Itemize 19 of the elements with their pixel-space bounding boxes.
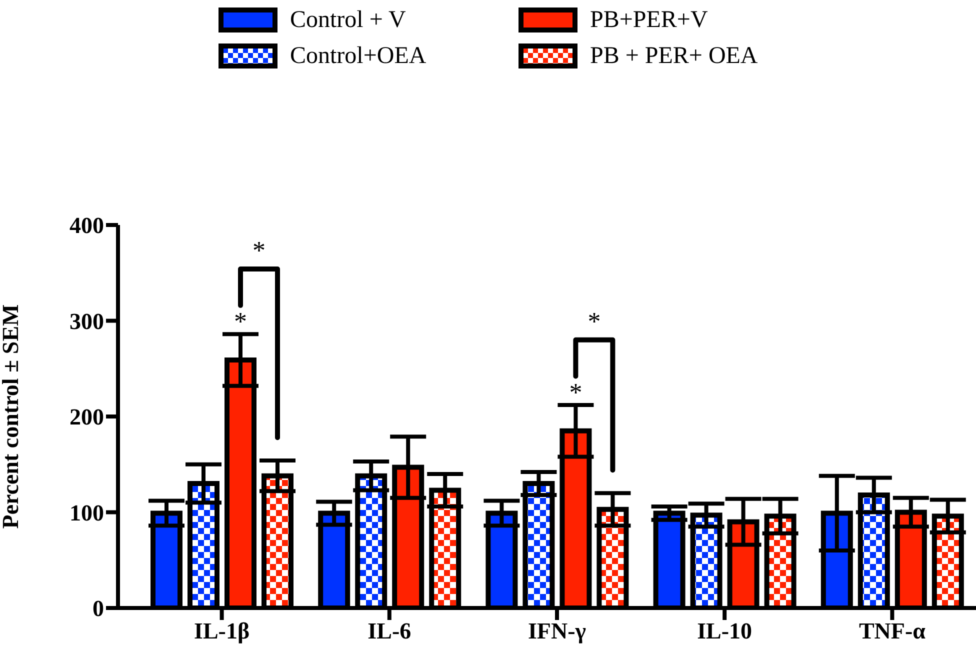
annotation: * bbox=[234, 307, 247, 336]
y-tick-label: 0 bbox=[92, 596, 104, 622]
y-tick-label: 200 bbox=[70, 404, 104, 430]
legend-label: Control+OEA bbox=[290, 42, 426, 70]
legend-label: Control + V bbox=[290, 6, 406, 34]
x-tick-label: IFN-γ bbox=[528, 618, 586, 644]
y-tick-label: 300 bbox=[70, 308, 104, 334]
annotation: * bbox=[588, 306, 601, 336]
y-tick-label: 400 bbox=[70, 213, 104, 238]
x-tick-label: TNF-α bbox=[858, 618, 926, 644]
annotation: * bbox=[569, 378, 582, 407]
x-tick-label: IL-10 bbox=[697, 618, 752, 644]
legend-label: PB+PER+V bbox=[590, 6, 708, 34]
legend-label: PB + PER+ OEA bbox=[590, 42, 758, 70]
annotation: * bbox=[252, 236, 266, 266]
x-tick-label: IL-6 bbox=[368, 618, 412, 644]
y-axis-title: Percent control ± SEM bbox=[0, 304, 24, 529]
y-tick-label: 100 bbox=[70, 500, 104, 526]
x-tick-label: IL-1β bbox=[194, 618, 250, 644]
